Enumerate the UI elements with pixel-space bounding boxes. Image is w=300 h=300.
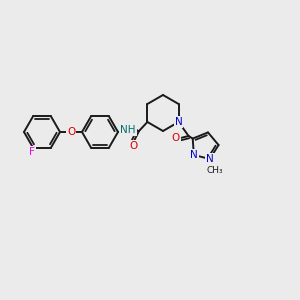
Text: N: N (175, 117, 182, 127)
Text: O: O (129, 141, 137, 151)
Text: NH: NH (120, 125, 136, 135)
Text: O: O (67, 127, 75, 137)
Text: F: F (29, 147, 35, 157)
Text: O: O (172, 133, 180, 143)
Text: CH₃: CH₃ (206, 166, 223, 175)
Text: N: N (190, 150, 198, 160)
Text: N: N (206, 154, 214, 164)
